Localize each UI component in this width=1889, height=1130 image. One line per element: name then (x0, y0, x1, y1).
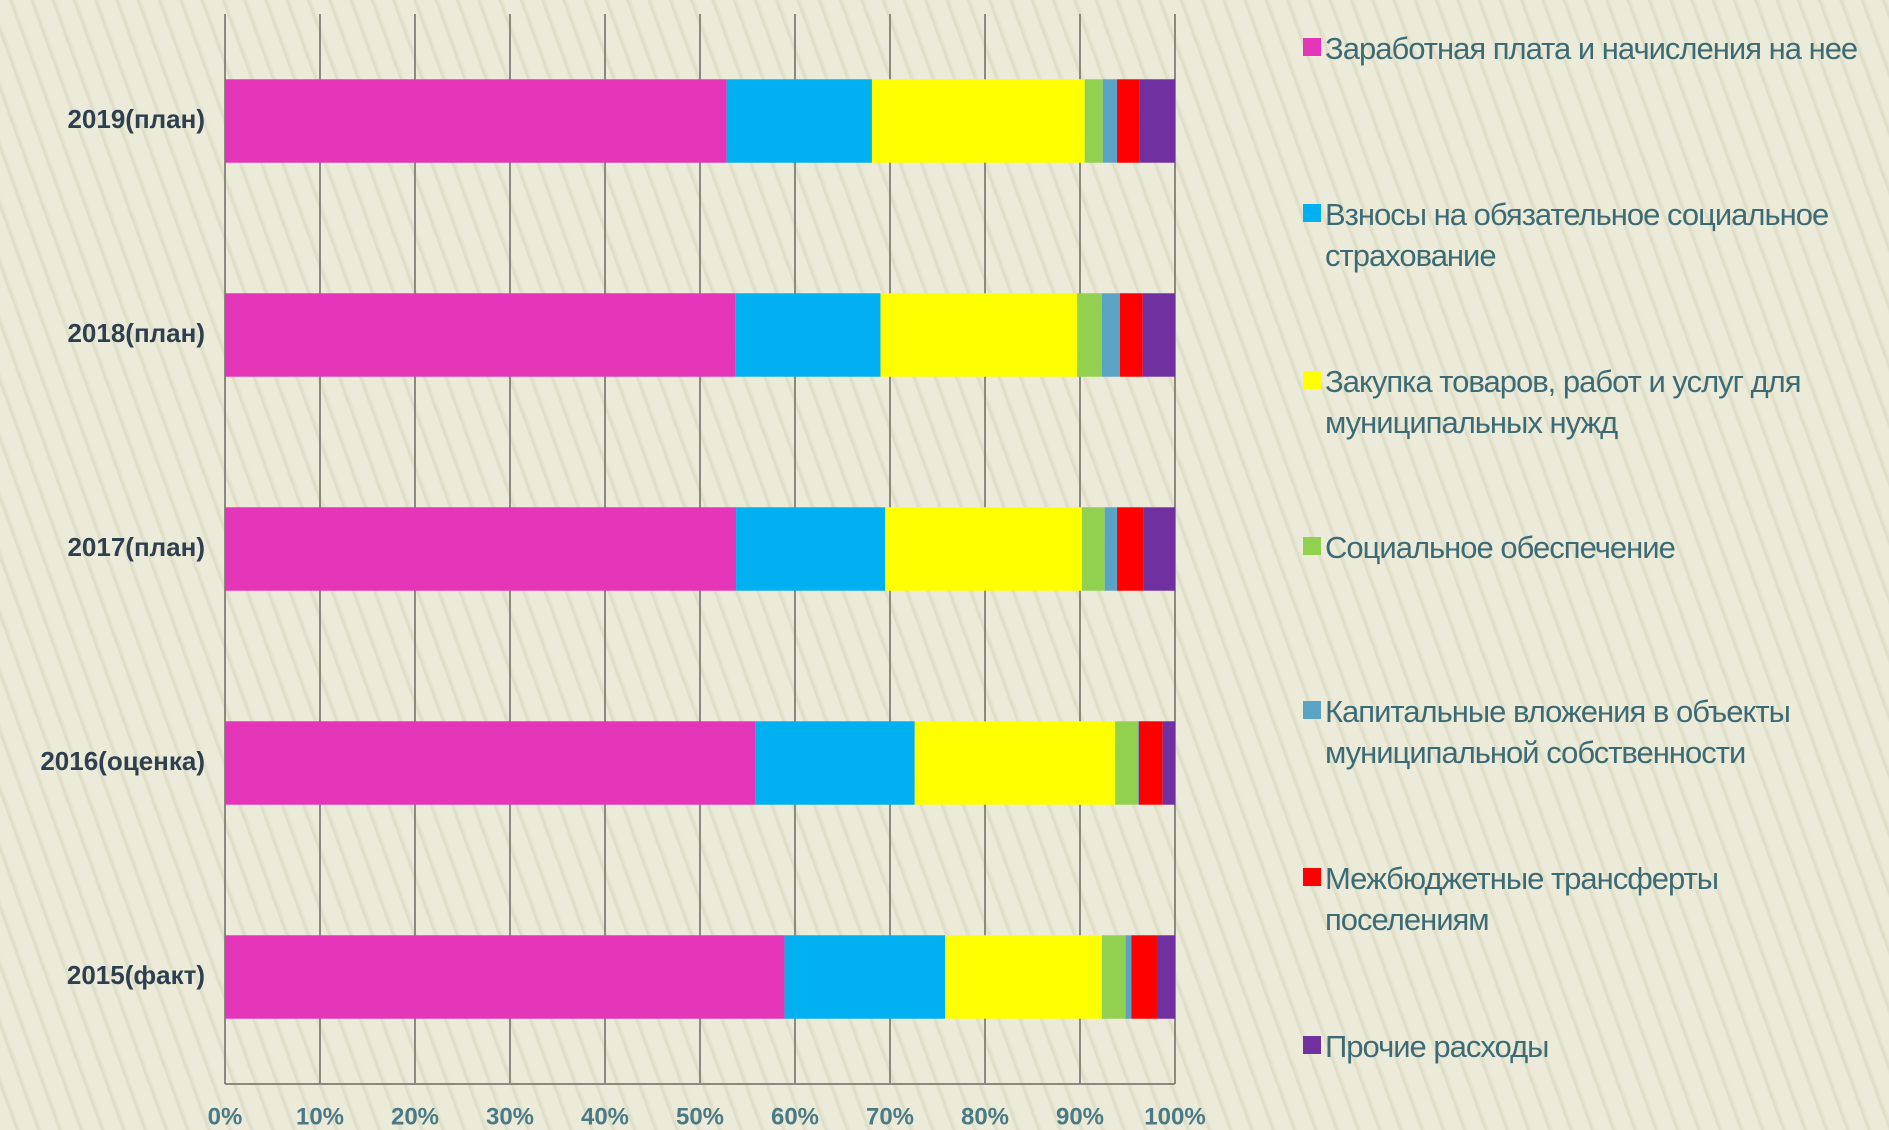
bar-segment (1119, 293, 1143, 377)
legend-label: Капитальные вложения в объекты муниципал… (1325, 694, 1791, 770)
x-tick-label: 40% (581, 1103, 629, 1130)
legend-swatch (1303, 38, 1321, 56)
bar-segment (945, 935, 1102, 1019)
legend-label: Социальное обеспечение (1325, 530, 1676, 565)
x-tick-label: 80% (961, 1103, 1009, 1130)
bar-segment (1081, 507, 1105, 591)
bar-segment (225, 721, 756, 805)
bar-segment (726, 79, 872, 163)
x-tick-label: 70% (866, 1103, 914, 1130)
bar-segment (755, 721, 915, 805)
y-tick-label: 2017(план) (67, 532, 205, 562)
legend-label: Взносы на обязательное социальное страхо… (1325, 197, 1829, 273)
y-tick-label: 2018(план) (67, 318, 205, 348)
bar-segment (784, 935, 946, 1019)
bar-segment (225, 507, 737, 591)
bar-segment (1125, 935, 1132, 1019)
bar-segment (1139, 79, 1175, 163)
bar-segment (1101, 293, 1120, 377)
legend-swatch (1303, 371, 1321, 389)
bar-segment (1143, 507, 1175, 591)
bar-segment (1102, 79, 1118, 163)
bar-segment (914, 721, 1116, 805)
legend-label: Заработная плата и начисления на нее (1325, 31, 1858, 66)
bar-segment (735, 293, 881, 377)
bar-segment (736, 507, 886, 591)
x-tick-label: 30% (486, 1103, 534, 1130)
bar-segment (1117, 507, 1144, 591)
y-tick-label: 2019(план) (67, 104, 205, 134)
bar-segment (225, 935, 785, 1019)
legend-swatch (1303, 701, 1321, 719)
x-tick-label: 50% (676, 1103, 724, 1130)
legend-swatch (1303, 1036, 1321, 1054)
x-tick-label: 20% (391, 1103, 439, 1130)
y-tick-label: 2015(факт) (67, 960, 205, 990)
bar-segment (1084, 79, 1103, 163)
legend-label: Прочие расходы (1325, 1029, 1549, 1064)
bar-segment (1138, 721, 1163, 805)
bar-segment (885, 507, 1082, 591)
bar-segment (1115, 721, 1138, 805)
bar-segment (1156, 935, 1175, 1019)
bar-segment (1104, 507, 1118, 591)
legend-swatch (1303, 537, 1321, 555)
y-tick-label: 2016(оценка) (40, 746, 205, 776)
legend-label: Межбюджетные трансферты поселениям (1325, 861, 1719, 937)
bar-segment (880, 293, 1078, 377)
bar-segment (225, 293, 736, 377)
x-tick-label: 90% (1056, 1103, 1104, 1130)
bar-segment (225, 79, 727, 163)
x-tick-label: 0% (208, 1103, 243, 1130)
bar-segment (1077, 293, 1102, 377)
legend-swatch (1303, 868, 1321, 886)
x-tick-label: 60% (771, 1103, 819, 1130)
bar-segment (871, 79, 1085, 163)
bar-segment (1131, 935, 1157, 1019)
bar-segment (1117, 79, 1140, 163)
legend: Заработная плата и начисления на нее Взно… (1300, 0, 1880, 1130)
legend-swatch (1303, 204, 1321, 222)
bar-segment (1142, 293, 1175, 377)
bar-segment (1162, 721, 1175, 805)
x-tick-label: 10% (296, 1103, 344, 1130)
x-tick-label: 100% (1144, 1103, 1205, 1130)
bar-segment (1101, 935, 1126, 1019)
bar-segment (1137, 721, 1139, 805)
legend-label: Закупка товаров, работ и услуг для муниц… (1325, 364, 1802, 440)
